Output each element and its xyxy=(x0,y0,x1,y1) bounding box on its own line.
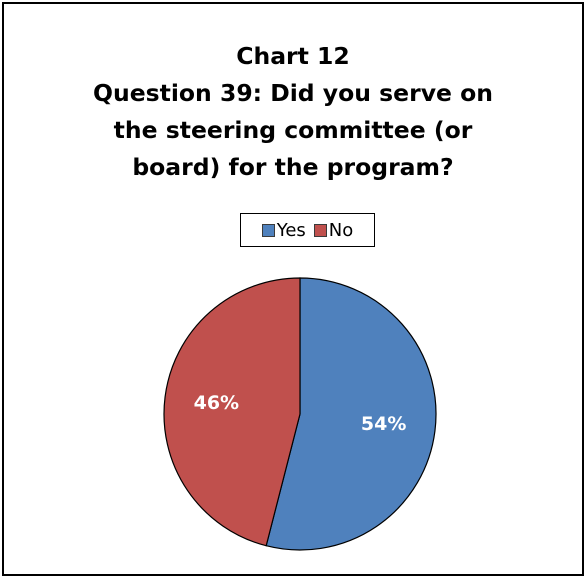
legend-swatch-yes xyxy=(261,223,275,237)
pie-slice-yes xyxy=(265,277,437,551)
pie-labels: 54% 46% xyxy=(194,392,407,435)
chart-title-line-3: the steering committee (or xyxy=(113,116,473,144)
chart-title: Chart 12 Question 39: Did you serve on t… xyxy=(4,38,582,186)
legend-swatch-no xyxy=(313,223,327,237)
chart-title-line-2: Question 39: Did you serve on xyxy=(92,79,494,107)
pie-label-yes: 54% xyxy=(361,413,406,435)
legend-label-yes: Yes xyxy=(276,219,306,241)
chart-title-line-4: board) for the program? xyxy=(132,153,454,181)
pie-slices xyxy=(163,277,437,551)
pie-slice-no xyxy=(163,277,301,547)
legend-item-yes: Yes xyxy=(261,219,306,241)
legend-label-no: No xyxy=(328,219,354,241)
chart-legend: Yes No xyxy=(240,213,375,247)
legend-item-no: No xyxy=(313,219,354,241)
pie-label-no: 46% xyxy=(194,392,239,414)
chart-title-line-1: Chart 12 xyxy=(236,42,350,70)
